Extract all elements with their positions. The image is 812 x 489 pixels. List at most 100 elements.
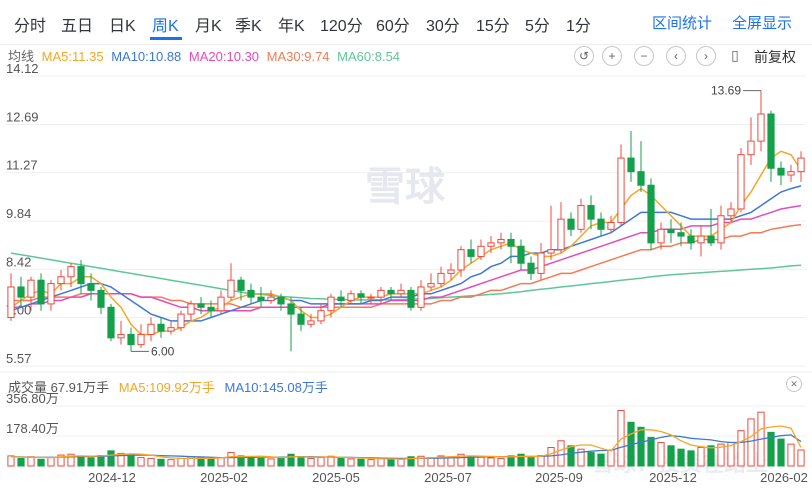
volume-bar	[37, 458, 45, 467]
fullscreen-link[interactable]: 全屏显示	[732, 15, 793, 32]
volume-bar	[227, 452, 235, 467]
volume-bar	[17, 457, 25, 467]
volume-tick-label: 356.80万	[6, 391, 59, 406]
volume-bar	[87, 457, 95, 467]
candle-body	[637, 171, 645, 186]
candle-body	[607, 222, 615, 230]
volume-bar	[597, 453, 605, 467]
candle-body	[627, 157, 635, 173]
candle-body	[527, 262, 535, 274]
volume-legend: 成交量 67.91万手 MA5:109.92万手 MA10:145.08万手	[8, 377, 334, 396]
candle-body	[7, 286, 15, 318]
volume-bar	[7, 455, 15, 467]
tab-0[interactable]: 分时	[14, 18, 47, 35]
candle-body	[227, 279, 235, 298]
volume-bar	[307, 457, 315, 467]
candle-body	[177, 313, 185, 329]
candle-body	[737, 154, 745, 210]
volume-bar	[667, 445, 675, 467]
interval-stats-link[interactable]: 区间统计	[652, 15, 713, 32]
candle-body	[677, 232, 685, 237]
volume-bar	[247, 457, 255, 467]
candle-body	[497, 238, 505, 244]
candle-body	[327, 296, 335, 312]
volume-bar	[497, 457, 505, 467]
scroll-left-icon[interactable]: ‹	[666, 46, 686, 66]
tab-4[interactable]: 月K	[195, 18, 222, 35]
volume-bar	[407, 456, 415, 467]
candle-body	[217, 296, 225, 312]
volume-bar	[397, 458, 405, 467]
watermark-text: 雪球	[365, 165, 446, 209]
volume-bar	[767, 431, 775, 467]
candle-body	[427, 283, 435, 288]
candle-body	[487, 242, 495, 247]
volume-bar	[357, 458, 365, 467]
candle-body	[567, 218, 575, 230]
x-axis-label: 2024-12	[88, 470, 136, 485]
candle-body	[317, 310, 325, 322]
candle-body	[337, 296, 345, 302]
volume-bar	[487, 457, 495, 467]
scroll-right-icon[interactable]: ›	[696, 46, 716, 66]
volume-bar	[267, 458, 275, 467]
tab-12[interactable]: 1分	[566, 18, 591, 35]
candle-body	[697, 235, 705, 244]
candle-body	[767, 113, 775, 169]
tab-2[interactable]: 日K	[109, 18, 136, 35]
zoom-in-icon[interactable]: +	[602, 46, 622, 66]
volume-bar	[367, 459, 375, 467]
candle-body	[577, 205, 585, 230]
tab-8[interactable]: 60分	[376, 18, 410, 35]
tab-3[interactable]: 周K	[152, 18, 179, 35]
price-tick-label: 11.27	[6, 158, 38, 173]
tab-6[interactable]: 年K	[278, 18, 305, 35]
adjust-mode-button[interactable]: 前复权	[754, 49, 796, 65]
volume-bar	[707, 445, 715, 467]
candle-body	[97, 289, 105, 308]
candle-body	[437, 272, 445, 285]
tab-5[interactable]: 季K	[235, 18, 262, 35]
candle-body	[307, 320, 315, 325]
candle-body	[687, 235, 695, 244]
candle-body	[587, 205, 595, 220]
candle-body	[417, 286, 425, 308]
candle-body	[457, 249, 465, 271]
tab-1[interactable]: 五日	[61, 18, 94, 35]
volume-bar	[637, 426, 645, 467]
tab-9[interactable]: 30分	[426, 18, 460, 35]
zoom-out-icon[interactable]: −	[634, 46, 654, 66]
volume-bar	[27, 456, 35, 467]
volume-bar	[577, 448, 585, 467]
candle-icon[interactable]: ▯	[726, 46, 744, 64]
tab-7[interactable]: 120分	[320, 18, 363, 35]
undo-icon[interactable]: ↺	[574, 46, 594, 66]
x-axis-label: 2025-09	[535, 470, 583, 485]
ma60-value: MA60:8.54	[337, 49, 401, 64]
candle-body	[367, 296, 375, 299]
low-annotation-label: 6.00	[151, 344, 175, 358]
volume-bar	[107, 450, 115, 467]
candle-body	[357, 293, 365, 298]
volume-bar	[167, 459, 175, 467]
candle-body	[537, 252, 545, 274]
price-tick-label: 14.12	[6, 61, 39, 76]
close-icon[interactable]: ✕	[786, 376, 802, 392]
tab-11[interactable]: 5分	[525, 18, 550, 35]
volume-bar	[557, 440, 565, 467]
tab-10[interactable]: 15分	[476, 18, 510, 35]
candle-body	[77, 266, 85, 285]
ma10-value: MA10:10.88	[111, 49, 182, 64]
volume-bar	[547, 447, 555, 467]
volume-bar	[207, 458, 215, 467]
price-tick-label: 5.57	[6, 351, 31, 366]
volume-bar	[347, 458, 355, 467]
volume-bar	[787, 443, 795, 467]
volume-bar	[457, 453, 465, 467]
candle-body	[467, 249, 475, 257]
candle-body	[277, 296, 285, 305]
high-annotation-label: 13.69	[711, 84, 741, 98]
ma-legend: 均线 MA5:11.35 MA10:10.88 MA20:10.30 MA30:…	[8, 46, 404, 65]
candle-body	[717, 215, 725, 244]
